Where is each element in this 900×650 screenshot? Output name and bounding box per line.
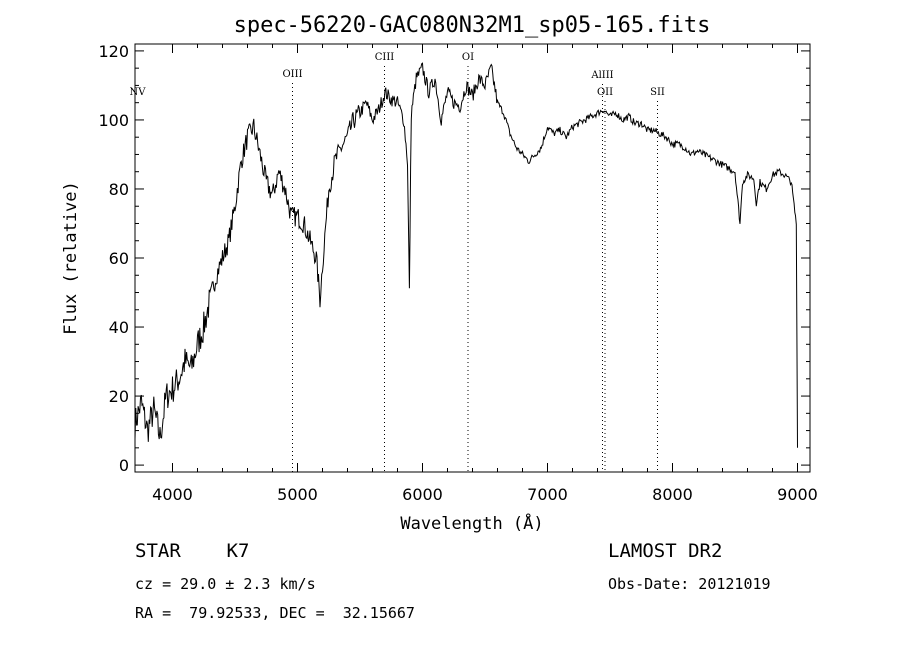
plot-frame <box>134 43 811 473</box>
spectral-line-markers: NV OIII CIII OI AlIII OII SII <box>130 52 665 472</box>
observation-date: Obs-Date: 20121019 <box>608 575 771 593</box>
line-label-nv: NV <box>130 87 147 98</box>
survey-name: LAMOST DR2 <box>608 540 723 562</box>
y-tick-label: 40 <box>109 318 129 337</box>
x-tick-label: 9000 <box>777 485 818 504</box>
y-tick-label: 100 <box>98 111 129 130</box>
x-tick-label: 6000 <box>402 485 443 504</box>
line-label-sii: SII <box>650 87 665 98</box>
y-axis-label: Flux (relative) <box>61 181 81 335</box>
line-label-aliii: AlIII <box>590 70 613 81</box>
chart-title: spec-56220-GAC080N32M1_sp05-165.fits <box>234 13 711 38</box>
x-tick-label: 7000 <box>527 485 568 504</box>
x-tick-label: 5000 <box>277 485 318 504</box>
line-label-oiii: OIII <box>282 69 302 80</box>
line-label-oi: OI <box>462 52 474 63</box>
line-label-ciii: CIII <box>375 52 395 63</box>
y-tick-label: 80 <box>109 180 129 199</box>
spectrum-line <box>134 62 798 448</box>
y-tick-label: 20 <box>109 387 129 406</box>
x-tick-label: 4000 <box>152 485 193 504</box>
x-axis-label: Wavelength (Å) <box>400 512 543 534</box>
axes: 4000 5000 6000 7000 8000 9000 0 20 40 60 80 100 120 <box>98 42 817 504</box>
object-type: STAR K7 <box>135 540 250 562</box>
y-tick-label: 0 <box>119 456 129 475</box>
redshift-value: cz = 29.0 ± 2.3 km/s <box>135 575 316 593</box>
coordinates: RA = 79.92533, DEC = 32.15667 <box>135 604 415 622</box>
x-tick-label: 8000 <box>652 485 693 504</box>
y-tick-label: 120 <box>98 42 129 61</box>
line-label-oii: OII <box>597 87 613 98</box>
y-tick-label: 60 <box>109 249 129 268</box>
